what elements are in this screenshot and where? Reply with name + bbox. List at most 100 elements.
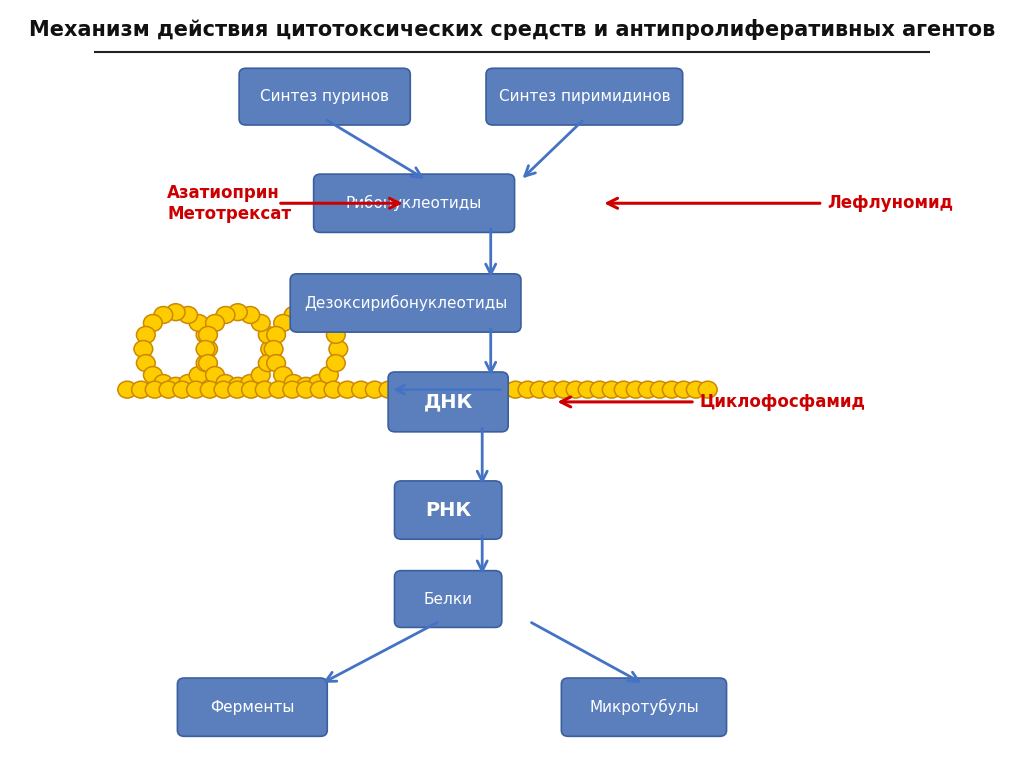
Circle shape [327,327,345,344]
Circle shape [136,327,156,344]
Circle shape [554,381,573,398]
Circle shape [179,374,198,391]
Circle shape [186,381,206,398]
Circle shape [173,381,191,398]
Circle shape [228,304,247,321]
Circle shape [197,354,215,371]
FancyBboxPatch shape [561,678,727,736]
Text: Циклофосфамид: Циклофосфамид [699,393,865,411]
Circle shape [118,381,136,398]
Circle shape [266,327,286,344]
Circle shape [189,367,208,384]
Circle shape [285,307,303,324]
Circle shape [638,381,657,398]
Circle shape [166,377,185,394]
Circle shape [201,381,219,398]
Text: Синтез пуринов: Синтез пуринов [260,89,389,104]
FancyBboxPatch shape [388,372,508,432]
Circle shape [134,341,153,357]
Circle shape [154,374,173,391]
Circle shape [269,381,288,398]
Text: Азатиоприн
Метотрексат: Азатиоприн Метотрексат [167,184,292,222]
Circle shape [166,304,185,321]
Text: Механизм действия цитотоксических средств и антипролиферативных агентов: Механизм действия цитотоксических средст… [29,18,995,40]
Circle shape [663,381,681,398]
Text: Дезоксирибонуклеотиды: Дезоксирибонуклеотиды [304,295,507,311]
Circle shape [214,381,232,398]
FancyBboxPatch shape [486,68,683,125]
Circle shape [351,381,371,398]
Text: ДНК: ДНК [424,393,473,411]
Text: РНК: РНК [425,501,471,519]
Circle shape [258,354,278,371]
Circle shape [273,367,293,384]
Text: Рибонуклеотиды: Рибонуклеотиды [346,195,482,212]
Circle shape [199,341,217,357]
Circle shape [366,381,384,398]
Circle shape [518,381,537,398]
Circle shape [261,341,280,357]
Circle shape [264,341,283,357]
Circle shape [197,341,215,357]
Circle shape [325,381,343,398]
Circle shape [319,314,338,331]
Circle shape [285,374,303,391]
Circle shape [310,381,329,398]
Circle shape [251,367,270,384]
Circle shape [566,381,585,398]
Circle shape [136,354,156,371]
Circle shape [627,381,645,398]
FancyBboxPatch shape [177,678,328,736]
Circle shape [255,381,274,398]
Circle shape [530,381,549,398]
Circle shape [143,314,162,331]
Circle shape [266,354,286,371]
Circle shape [131,381,151,398]
Circle shape [199,327,217,344]
Text: Ферменты: Ферменты [210,700,295,715]
Circle shape [319,367,338,384]
Circle shape [251,314,270,331]
Circle shape [698,381,717,398]
Circle shape [154,307,173,324]
Circle shape [216,374,234,391]
Circle shape [329,341,348,357]
Circle shape [228,377,247,394]
Circle shape [145,381,164,398]
Circle shape [602,381,621,398]
FancyBboxPatch shape [394,571,502,627]
Circle shape [241,307,260,324]
Circle shape [206,314,224,331]
Circle shape [590,381,609,398]
Circle shape [614,381,633,398]
Circle shape [495,381,513,398]
Circle shape [675,381,693,398]
Circle shape [297,381,315,398]
Circle shape [297,377,315,394]
Circle shape [542,381,561,398]
Circle shape [179,307,198,324]
Text: Белки: Белки [424,591,473,607]
Circle shape [338,381,356,398]
Circle shape [309,307,328,324]
Circle shape [197,327,215,344]
Circle shape [206,367,224,384]
Circle shape [258,327,278,344]
Text: Микротубулы: Микротубулы [589,699,698,716]
Circle shape [189,314,208,331]
Circle shape [379,381,398,398]
FancyBboxPatch shape [290,274,521,332]
FancyBboxPatch shape [240,68,411,125]
Circle shape [159,381,178,398]
FancyBboxPatch shape [394,481,502,539]
Circle shape [686,381,706,398]
Circle shape [309,374,328,391]
Circle shape [650,381,669,398]
Circle shape [228,381,247,398]
Circle shape [241,374,260,391]
Circle shape [579,381,597,398]
Circle shape [297,304,315,321]
Text: Синтез пиримидинов: Синтез пиримидинов [499,89,670,104]
Circle shape [242,381,260,398]
Circle shape [273,314,293,331]
